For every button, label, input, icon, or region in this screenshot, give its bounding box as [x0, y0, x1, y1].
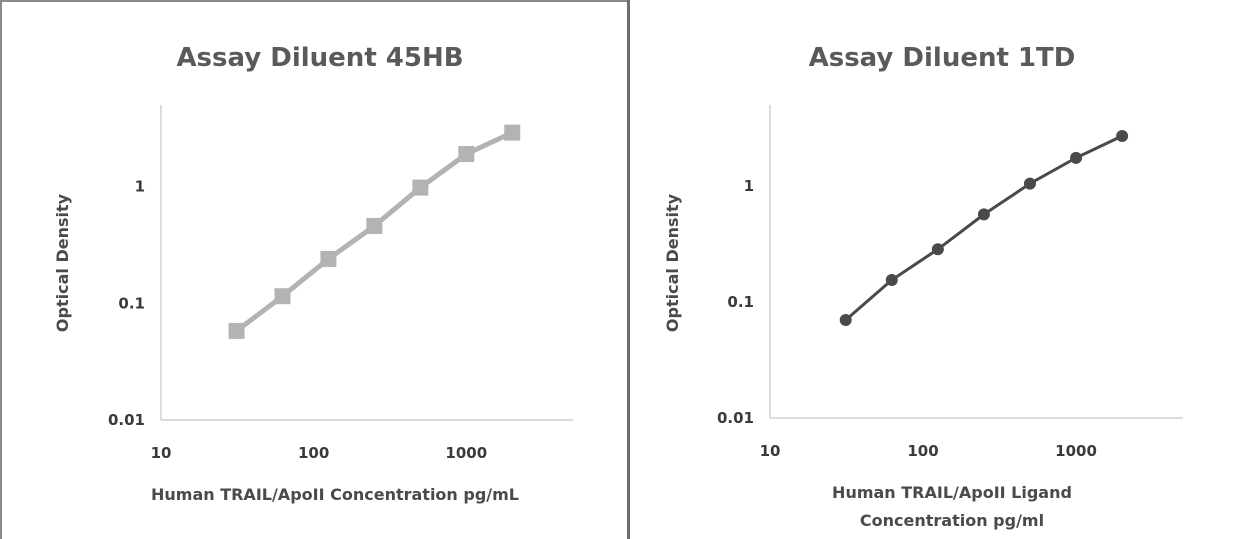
data-point	[320, 250, 337, 267]
data-point	[458, 146, 475, 163]
y-tick-label: 0.1	[727, 293, 754, 311]
x-axis-label: Human TRAIL/ApoII Concentration pg/mL	[151, 485, 519, 504]
axes	[160, 105, 573, 421]
data-point	[1070, 151, 1083, 164]
x-tick-label: 1000	[445, 444, 487, 462]
y-axis-label: Optical Density	[53, 193, 72, 332]
series	[228, 124, 521, 339]
data-point	[977, 208, 990, 221]
x-tick-label: 10	[151, 444, 172, 462]
data-point	[274, 288, 291, 305]
data-point	[931, 243, 944, 256]
x-axis-label: Human TRAIL/ApoII Ligand Concentration pg…	[832, 483, 1072, 530]
data-point	[412, 179, 429, 196]
panel-divider	[627, 0, 630, 539]
x-tick-label: 100	[298, 444, 329, 462]
panel-border-left	[0, 0, 2, 539]
chart-title: Assay Diluent 1TD	[809, 43, 1076, 73]
x-axis-label-line: Concentration pg/ml	[860, 511, 1044, 530]
tick-labels: 0.01 0.1 1 10 100 1000	[717, 177, 1097, 460]
x-axis-label-line: Human TRAIL/ApoII Concentration pg/mL	[151, 485, 519, 504]
data-point	[228, 322, 245, 339]
y-tick-label: 0.01	[717, 409, 754, 427]
axes	[769, 105, 1183, 419]
data-point	[366, 217, 383, 234]
x-tick-label: 100	[907, 442, 938, 460]
y-tick-label: 0.01	[108, 411, 145, 429]
x-axis-label-line: Human TRAIL/ApoII Ligand	[832, 483, 1072, 502]
y-axis-label: Optical Density	[663, 193, 682, 332]
series	[839, 130, 1129, 326]
tick-labels: 0.01 0.1 1 10 100 1000	[108, 178, 487, 462]
chart-title: Assay Diluent 45HB	[176, 43, 463, 73]
chart-assay-diluent-45hb: Assay Diluent 45HB Optical Density 0.010…	[53, 43, 573, 504]
series-line	[844, 134, 1123, 322]
y-tick-label: 0.1	[118, 294, 145, 312]
y-tick-label: 1	[135, 178, 145, 196]
data-point	[839, 313, 852, 326]
panel-border-top	[0, 0, 627, 2]
x-tick-label: 10	[760, 442, 781, 460]
data-point	[1116, 130, 1129, 143]
y-tick-label: 1	[744, 177, 754, 195]
data-point	[1023, 177, 1036, 190]
x-tick-label: 1000	[1055, 442, 1097, 460]
chart-assay-diluent-1td: Assay Diluent 1TD Optical Density 0.010.…	[663, 43, 1183, 530]
data-point	[885, 273, 898, 286]
data-point	[504, 124, 521, 141]
